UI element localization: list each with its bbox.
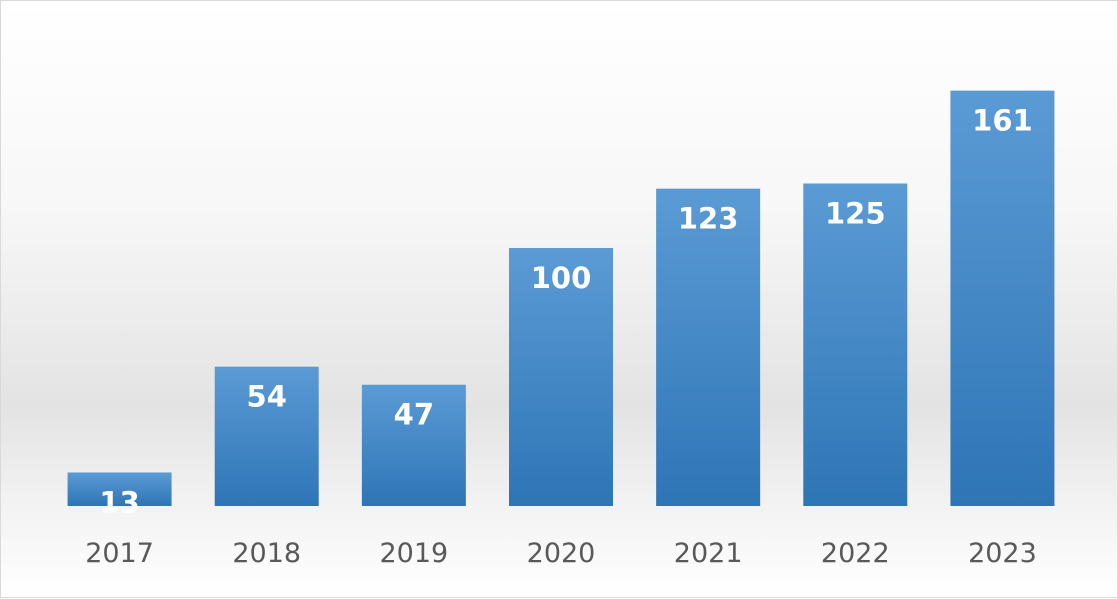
data-label-2021: 123 bbox=[678, 202, 739, 236]
bar-2018 bbox=[214, 366, 319, 506]
data-label-2022: 125 bbox=[825, 197, 886, 231]
x-tick-label-2020: 2020 bbox=[527, 538, 596, 569]
x-tick-label-2021: 2021 bbox=[674, 538, 743, 569]
bar-2020 bbox=[509, 248, 613, 506]
x-tick-label-2019: 2019 bbox=[379, 538, 448, 569]
bar-2019 bbox=[361, 384, 466, 506]
bar-2022 bbox=[803, 183, 908, 506]
x-tick-label-2018: 2018 bbox=[232, 538, 301, 569]
bars-group bbox=[67, 90, 1055, 507]
x-tick-label-2022: 2022 bbox=[821, 538, 890, 569]
bar-2023 bbox=[950, 90, 1055, 507]
x-tick-label-2017: 2017 bbox=[85, 538, 154, 569]
data-label-2020: 100 bbox=[531, 261, 592, 295]
data-label-2019: 47 bbox=[394, 398, 434, 432]
data-label-2017: 13 bbox=[99, 485, 139, 519]
data-labels-group: 13 54 47 100 123 125 161 bbox=[99, 104, 1032, 520]
bar-2021 bbox=[656, 188, 761, 506]
x-axis-tick-labels: 2017 2018 2019 2020 2021 2022 2023 bbox=[85, 538, 1037, 569]
x-tick-label-2023: 2023 bbox=[968, 538, 1037, 569]
data-label-2018: 54 bbox=[247, 380, 287, 414]
bar-2017 bbox=[67, 472, 172, 506]
data-label-2023: 161 bbox=[972, 104, 1033, 138]
